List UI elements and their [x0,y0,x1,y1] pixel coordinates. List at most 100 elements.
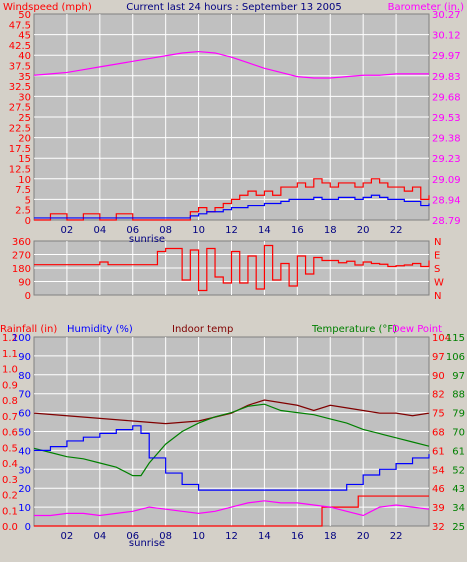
windspeed-tick-label: 15 [18,154,31,165]
indoor-temp-tick-label: 75 [432,409,445,420]
barometer-tick-label: 29.09 [432,175,461,186]
direction-tick-label: 0 [25,291,31,302]
rainfall-tick-label: 0.7 [2,412,18,423]
windspeed-tick-label: 42.5 [9,41,31,52]
indoor-temp-tick-label: 39 [432,503,445,514]
temperature-tick-label: 52 [452,465,465,476]
barometer-tick-label: 29.23 [432,154,461,165]
x-tick-label: 06 [126,225,139,236]
indoor-temp-line [33,399,430,425]
windspeed-tick-label: 50 [18,10,31,21]
compass-tick-label: N [434,291,441,302]
humidity-tick-label: 10 [18,503,31,514]
windspeed-tick-label: 0 [25,216,31,227]
barometer-tick-label: 29.97 [432,51,461,62]
temperature-humidity-plot: 0.0 0.1 0.2 0.3 0.4 0.5 0.6 0.7 0.8 0.9 1.0 1.1 1.2 0… [2,333,465,542]
windspeed-tick-label: 17.5 [9,144,31,155]
dew-point-axis-label: Dew Point [392,324,442,335]
windspeed-tick-label: 40 [18,51,31,62]
humidity-tick-label: 0 [25,522,31,533]
windspeed-tick-label: 30 [18,92,31,103]
windspeed-tick-label: 2.5 [15,206,31,217]
humidity-line [34,425,430,491]
windspeed-tick-label: 37.5 [9,62,31,73]
temperature-line [33,403,430,477]
rainfall-tick-label: 0.2 [2,491,18,502]
wind-direction-line [34,244,430,292]
temperature-tick-label: 25 [452,522,465,533]
windspeed-tick-label: 10 [18,175,31,186]
direction-tick-label: 180 [12,264,31,275]
humidity-tick-label: 50 [18,428,31,439]
windspeed-tick-label: 22.5 [9,123,31,134]
indoor-temp-tick-label: 82 [432,390,445,401]
x-tick-label: 12 [225,531,238,542]
rainfall-tick-label: 1.2 [2,333,18,344]
windspeed-tick-label: 20 [18,134,31,145]
windspeed-tick-label: 32.5 [9,82,31,93]
rainfall-tick-label: 0.8 [2,396,18,407]
windspeed-tick-label: 5 [25,195,31,206]
rainfall-tick-label: 0.6 [2,428,18,439]
humidity-tick-label: 70 [18,390,31,401]
temperature-tick-label: 70 [452,428,465,439]
rainfall-tick-label: 1.0 [2,365,18,376]
windspeed-tick-label: 47.5 [9,20,31,31]
rainfall-tick-label: 1.1 [2,349,18,360]
temperature-tick-label: 97 [452,371,465,382]
temperature-tick-label: 115 [446,333,465,344]
rainfall-tick-label: 0.1 [2,506,18,517]
x-tick-label: 18 [324,225,337,236]
barometer-tick-label: 29.83 [432,72,461,83]
temperature-axis-label: Temperature (°F) [311,324,397,335]
temperature-tick-label: 88 [452,390,465,401]
x-tick-label: 14 [258,531,271,542]
rainfall-tick-label: 0.4 [2,459,18,470]
barometer-tick-label: 30.27 [432,10,461,21]
windspeed-axis-label: Windspeed (mph) [3,2,92,13]
humidity-tick-label: 20 [18,484,31,495]
x-tick-label: 12 [225,225,238,236]
temperature-tick-label: 61 [452,446,465,457]
barometer-tick-label: 28.79 [432,216,461,227]
humidity-tick-label: 90 [18,352,31,363]
indoor-temp-tick-label: 54 [432,465,445,476]
avg-windspeed-line [34,194,430,219]
x-tick-label: 22 [390,531,403,542]
barometer-tick-label: 30.12 [432,31,461,42]
sunrise-label-bottom: sunrise [129,538,165,549]
windspeed-tick-label: 27.5 [9,103,31,114]
rainfall-tick-label: 0.9 [2,380,18,391]
humidity-tick-label: 100 [12,333,31,344]
humidity-axis-label: Humidity (%) [67,324,133,335]
barometer-line [33,50,429,79]
compass-tick-label: W [434,278,444,289]
barometer-tick-label: 28.94 [432,195,461,206]
x-tick-label: 16 [291,225,304,236]
temperature-tick-label: 106 [446,352,465,363]
windspeed-tick-label: 35 [18,72,31,83]
windspeed-tick-label: 7.5 [15,185,31,196]
rainfall-tick-label: 0.5 [2,443,18,454]
x-tick-label: 08 [159,225,172,236]
x-tick-label: 20 [357,531,370,542]
x-tick-label: 14 [258,225,271,236]
x-tick-label: 18 [324,531,337,542]
x-tick-label: 20 [357,225,370,236]
windspeed-tick-label: 45 [18,31,31,42]
sunrise-label-top: sunrise [129,234,165,245]
windspeed-line [34,178,430,221]
x-tick-label: 10 [192,225,205,236]
direction-tick-label: 360 [12,237,31,248]
x-tick-label: 22 [390,225,403,236]
x-tick-label: 04 [93,225,106,236]
humidity-tick-label: 80 [18,371,31,382]
x-tick-label: 02 [61,225,74,236]
dew-point-line [34,500,430,517]
indoor-temp-tick-label: 32 [432,522,445,533]
windspeed-tick-label: 25 [18,113,31,124]
compass-tick-label: N [434,237,441,248]
indoor-temp-tick-label: 61 [432,446,445,457]
humidity-tick-label: 30 [18,465,31,476]
